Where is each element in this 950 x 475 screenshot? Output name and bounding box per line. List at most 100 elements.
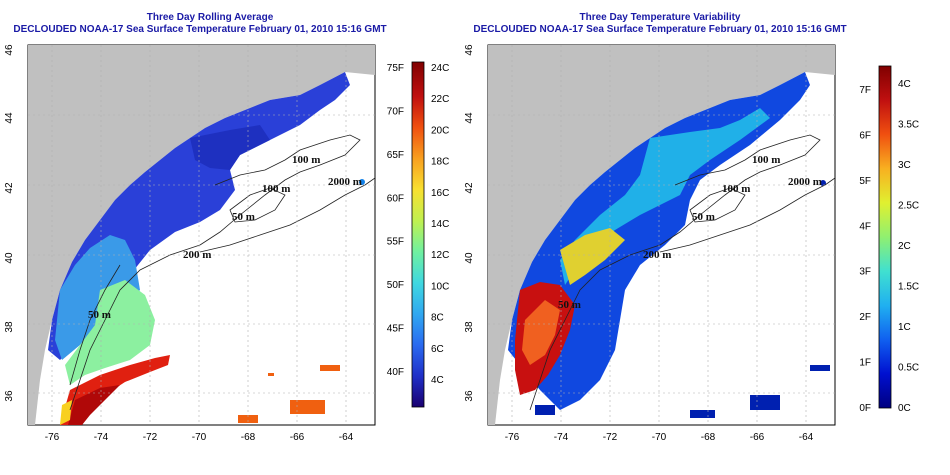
left-contour-50m xyxy=(69,264,121,386)
right-var-moderate xyxy=(560,108,770,285)
lat-tick-label: 46 xyxy=(4,44,15,56)
right-depth-label: 100 m xyxy=(722,183,750,195)
left-sst-gulf-of-maine xyxy=(190,125,270,170)
lon-tick-label: -66 xyxy=(750,432,765,443)
left-colorbar: 75F 70F 65F 60F 55F 50F 45F 40F 24C 22C 20C 18C 16C 1… xyxy=(387,61,449,408)
left-sst-stream-edge xyxy=(60,400,72,425)
right-contour-2000m xyxy=(659,177,835,253)
right-depth-label: 2000 m xyxy=(788,176,822,188)
lon-tick-label: -74 xyxy=(554,432,569,443)
right-colorbar-fahrenheit-tick-label: 0F xyxy=(859,403,871,414)
lon-tick-label: -70 xyxy=(192,432,207,443)
right-colorbar-fahrenheit-tick-label: 2F xyxy=(859,312,871,323)
left-lat-axis: 46 44 42 40 38 36 xyxy=(4,44,15,402)
left-colorbar-celsius-tick-label: 4C xyxy=(431,375,444,386)
lon-tick-label: -66 xyxy=(290,432,305,443)
right-gridlines xyxy=(488,45,835,425)
lat-tick-label: 42 xyxy=(464,182,475,194)
left-map-panel: 100 m 100 m 2000 m 50 m 200 m 50 m -76 -… xyxy=(4,44,449,443)
lon-tick-label: -70 xyxy=(652,432,667,443)
right-offshore-patch xyxy=(690,410,715,418)
right-colorbar-celsius-tick-label: 1C xyxy=(898,322,911,333)
right-land-mass xyxy=(488,45,835,425)
left-offshore-spot xyxy=(359,179,365,185)
right-colorbar-fahrenheit-tick-label: 1F xyxy=(859,358,871,369)
left-offshore-patch xyxy=(268,373,274,376)
right-map-subtitle: DECLOUDED NOAA-17 Sea Surface Temperatur… xyxy=(473,24,847,35)
left-sst-gulf-stream-core xyxy=(68,385,120,425)
right-map-title: Three Day Temperature Variability xyxy=(579,12,741,23)
right-colorbar-fahrenheit-tick-label: 5F xyxy=(859,176,871,187)
left-colorbar-fahrenheit-tick-label: 55F xyxy=(387,237,404,248)
left-colorbar-celsius-tick-label: 6C xyxy=(431,344,444,355)
left-colorbar-fahrenheit-tick-label: 70F xyxy=(387,106,404,117)
lon-tick-label: -76 xyxy=(45,432,60,443)
right-lon-axis: -76 -74 -72 -70 -68 -66 -64 xyxy=(505,432,814,443)
right-colorbar-fahrenheit-tick-label: 6F xyxy=(859,130,871,141)
left-colorbar-fahrenheit-tick-label: 50F xyxy=(387,280,404,291)
left-colorbar-celsius-tick-label: 12C xyxy=(431,250,449,261)
lat-tick-label: 44 xyxy=(4,112,15,124)
lon-tick-label: -64 xyxy=(339,432,354,443)
left-colorbar-celsius-tick-label: 16C xyxy=(431,188,449,199)
right-colorbar-celsius-tick-label: 2.5C xyxy=(898,201,919,212)
lat-tick-label: 38 xyxy=(464,321,475,333)
left-colorbar-celsius-tick-label: 24C xyxy=(431,63,449,74)
left-offshore-patch xyxy=(238,415,258,423)
lon-tick-label: -68 xyxy=(241,432,256,443)
left-map-subtitle: DECLOUDED NOAA-17 Sea Surface Temperatur… xyxy=(13,24,387,35)
right-depth-label: 200 m xyxy=(643,249,671,261)
right-contour-100m xyxy=(659,134,821,246)
lat-tick-label: 40 xyxy=(4,252,15,264)
right-colorbar-fahrenheit-tick-label: 7F xyxy=(859,85,871,96)
left-colorbar-fahrenheit-tick-label: 75F xyxy=(387,63,404,74)
right-depth-label: 50 m xyxy=(558,299,581,311)
right-map-panel: 100 m 100 m 2000 m 50 m 200 m 50 m -76 -… xyxy=(464,44,919,443)
left-depth-label: 200 m xyxy=(183,249,211,261)
left-colorbar-celsius-tick-label: 14C xyxy=(431,219,449,230)
left-sst-shelf-warm xyxy=(55,235,140,360)
left-contour-100m xyxy=(199,134,361,246)
left-offshore-patch xyxy=(290,400,325,414)
left-map-title: Three Day Rolling Average xyxy=(146,12,274,23)
lon-tick-label: -72 xyxy=(603,432,618,443)
left-depth-label: 2000 m xyxy=(328,176,362,188)
lat-tick-label: 42 xyxy=(4,182,15,194)
left-colorbar-fahrenheit-tick-label: 60F xyxy=(387,193,404,204)
lon-tick-label: -68 xyxy=(701,432,716,443)
left-contour-2000m xyxy=(199,177,375,253)
left-contour-shelf xyxy=(69,244,201,411)
left-land-mass xyxy=(28,45,375,425)
right-colorbar-celsius-tick-label: 3C xyxy=(898,160,911,171)
right-colorbar: 7F 6F 5F 4F 3F 2F 1F 0F 4C 3.5C 3C 2.5C 2C 1.5C 1C 0.5C… xyxy=(859,65,919,414)
right-colorbar-celsius-tick-label: 3.5C xyxy=(898,120,919,131)
left-colorbar-celsius-tick-label: 18C xyxy=(431,157,449,168)
left-colorbar-celsius-tick-label: 22C xyxy=(431,94,449,105)
left-lon-axis: -76 -74 -72 -70 -68 -66 -64 xyxy=(45,432,354,443)
right-colorbar-celsius-tick-label: 4C xyxy=(898,79,911,90)
right-offshore-patch xyxy=(810,365,830,371)
lat-tick-label: 38 xyxy=(4,321,15,333)
left-depth-label: 50 m xyxy=(88,309,111,321)
left-gridlines xyxy=(28,45,375,425)
right-offshore-patch xyxy=(750,395,780,410)
right-offshore-spot xyxy=(820,180,826,186)
lat-tick-label: 44 xyxy=(464,112,475,124)
lat-tick-label: 46 xyxy=(464,44,475,56)
right-depth-label: 100 m xyxy=(752,154,780,166)
right-var-peak xyxy=(522,300,560,365)
left-colorbar-celsius-tick-label: 10C xyxy=(431,281,449,292)
lat-tick-label: 40 xyxy=(464,252,475,264)
right-lat-axis: 46 44 42 40 38 36 xyxy=(464,44,475,402)
right-var-elevated xyxy=(560,228,625,285)
lat-tick-label: 36 xyxy=(464,390,475,402)
left-colorbar-fahrenheit-tick-label: 65F xyxy=(387,150,404,161)
left-colorbar-celsius-tick-label: 20C xyxy=(431,125,449,136)
left-offshore-patch xyxy=(320,365,340,371)
left-colorbar-celsius-tick-label: 8C xyxy=(431,313,444,324)
left-contour-bank xyxy=(229,187,286,223)
right-colorbar-celsius-tick-label: 0.5C xyxy=(898,363,919,374)
left-depth-label: 100 m xyxy=(292,154,320,166)
right-colorbar-celsius-tick-label: 1.5C xyxy=(898,282,919,293)
